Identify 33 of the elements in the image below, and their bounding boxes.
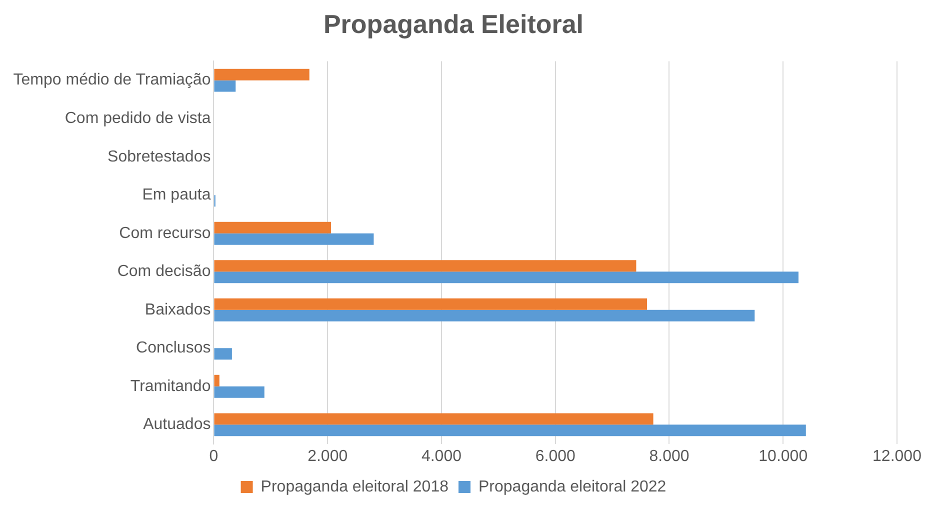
legend-label: Propaganda eleitoral 2022 (478, 478, 666, 496)
bar (214, 298, 648, 310)
bar (214, 222, 332, 234)
x-tick-label: 12.000 (872, 448, 922, 465)
y-tick-label: Autuados (143, 416, 211, 434)
bar (214, 233, 374, 245)
x-tick-label: 6.000 (535, 448, 576, 465)
y-tick-label: Com decisão (117, 263, 211, 280)
bar (214, 272, 798, 284)
x-tick-label: 4.000 (421, 448, 462, 465)
bar (214, 310, 755, 322)
y-tick-label: Tempo médio de Tramiação (13, 72, 211, 89)
bar (214, 260, 636, 272)
bar (214, 68, 310, 80)
bar (214, 413, 654, 425)
bar (214, 424, 806, 436)
y-tick-label: Com pedido de vista (64, 110, 211, 127)
bar (214, 80, 236, 92)
x-tick-label: 0 (209, 448, 218, 465)
x-tick-label: 8.000 (649, 448, 690, 465)
y-tick-label: Conclusos (136, 340, 211, 357)
x-tick-label: 2.000 (308, 448, 348, 465)
y-tick-label: Sobretestados (108, 148, 211, 166)
y-tick-label: Com recurso (119, 224, 211, 242)
bar (214, 348, 232, 360)
x-tick-label: 10.000 (758, 448, 808, 465)
bar (214, 374, 220, 386)
y-tick-label: Baixados (144, 301, 211, 318)
legend-label: Propaganda eleitoral 2018 (260, 478, 449, 496)
y-tick-label: Tramitando (130, 378, 211, 395)
y-tick-label: Em pauta (142, 186, 211, 204)
bar (214, 386, 264, 398)
chart-title: Propaganda Eleitoral (323, 8, 584, 39)
